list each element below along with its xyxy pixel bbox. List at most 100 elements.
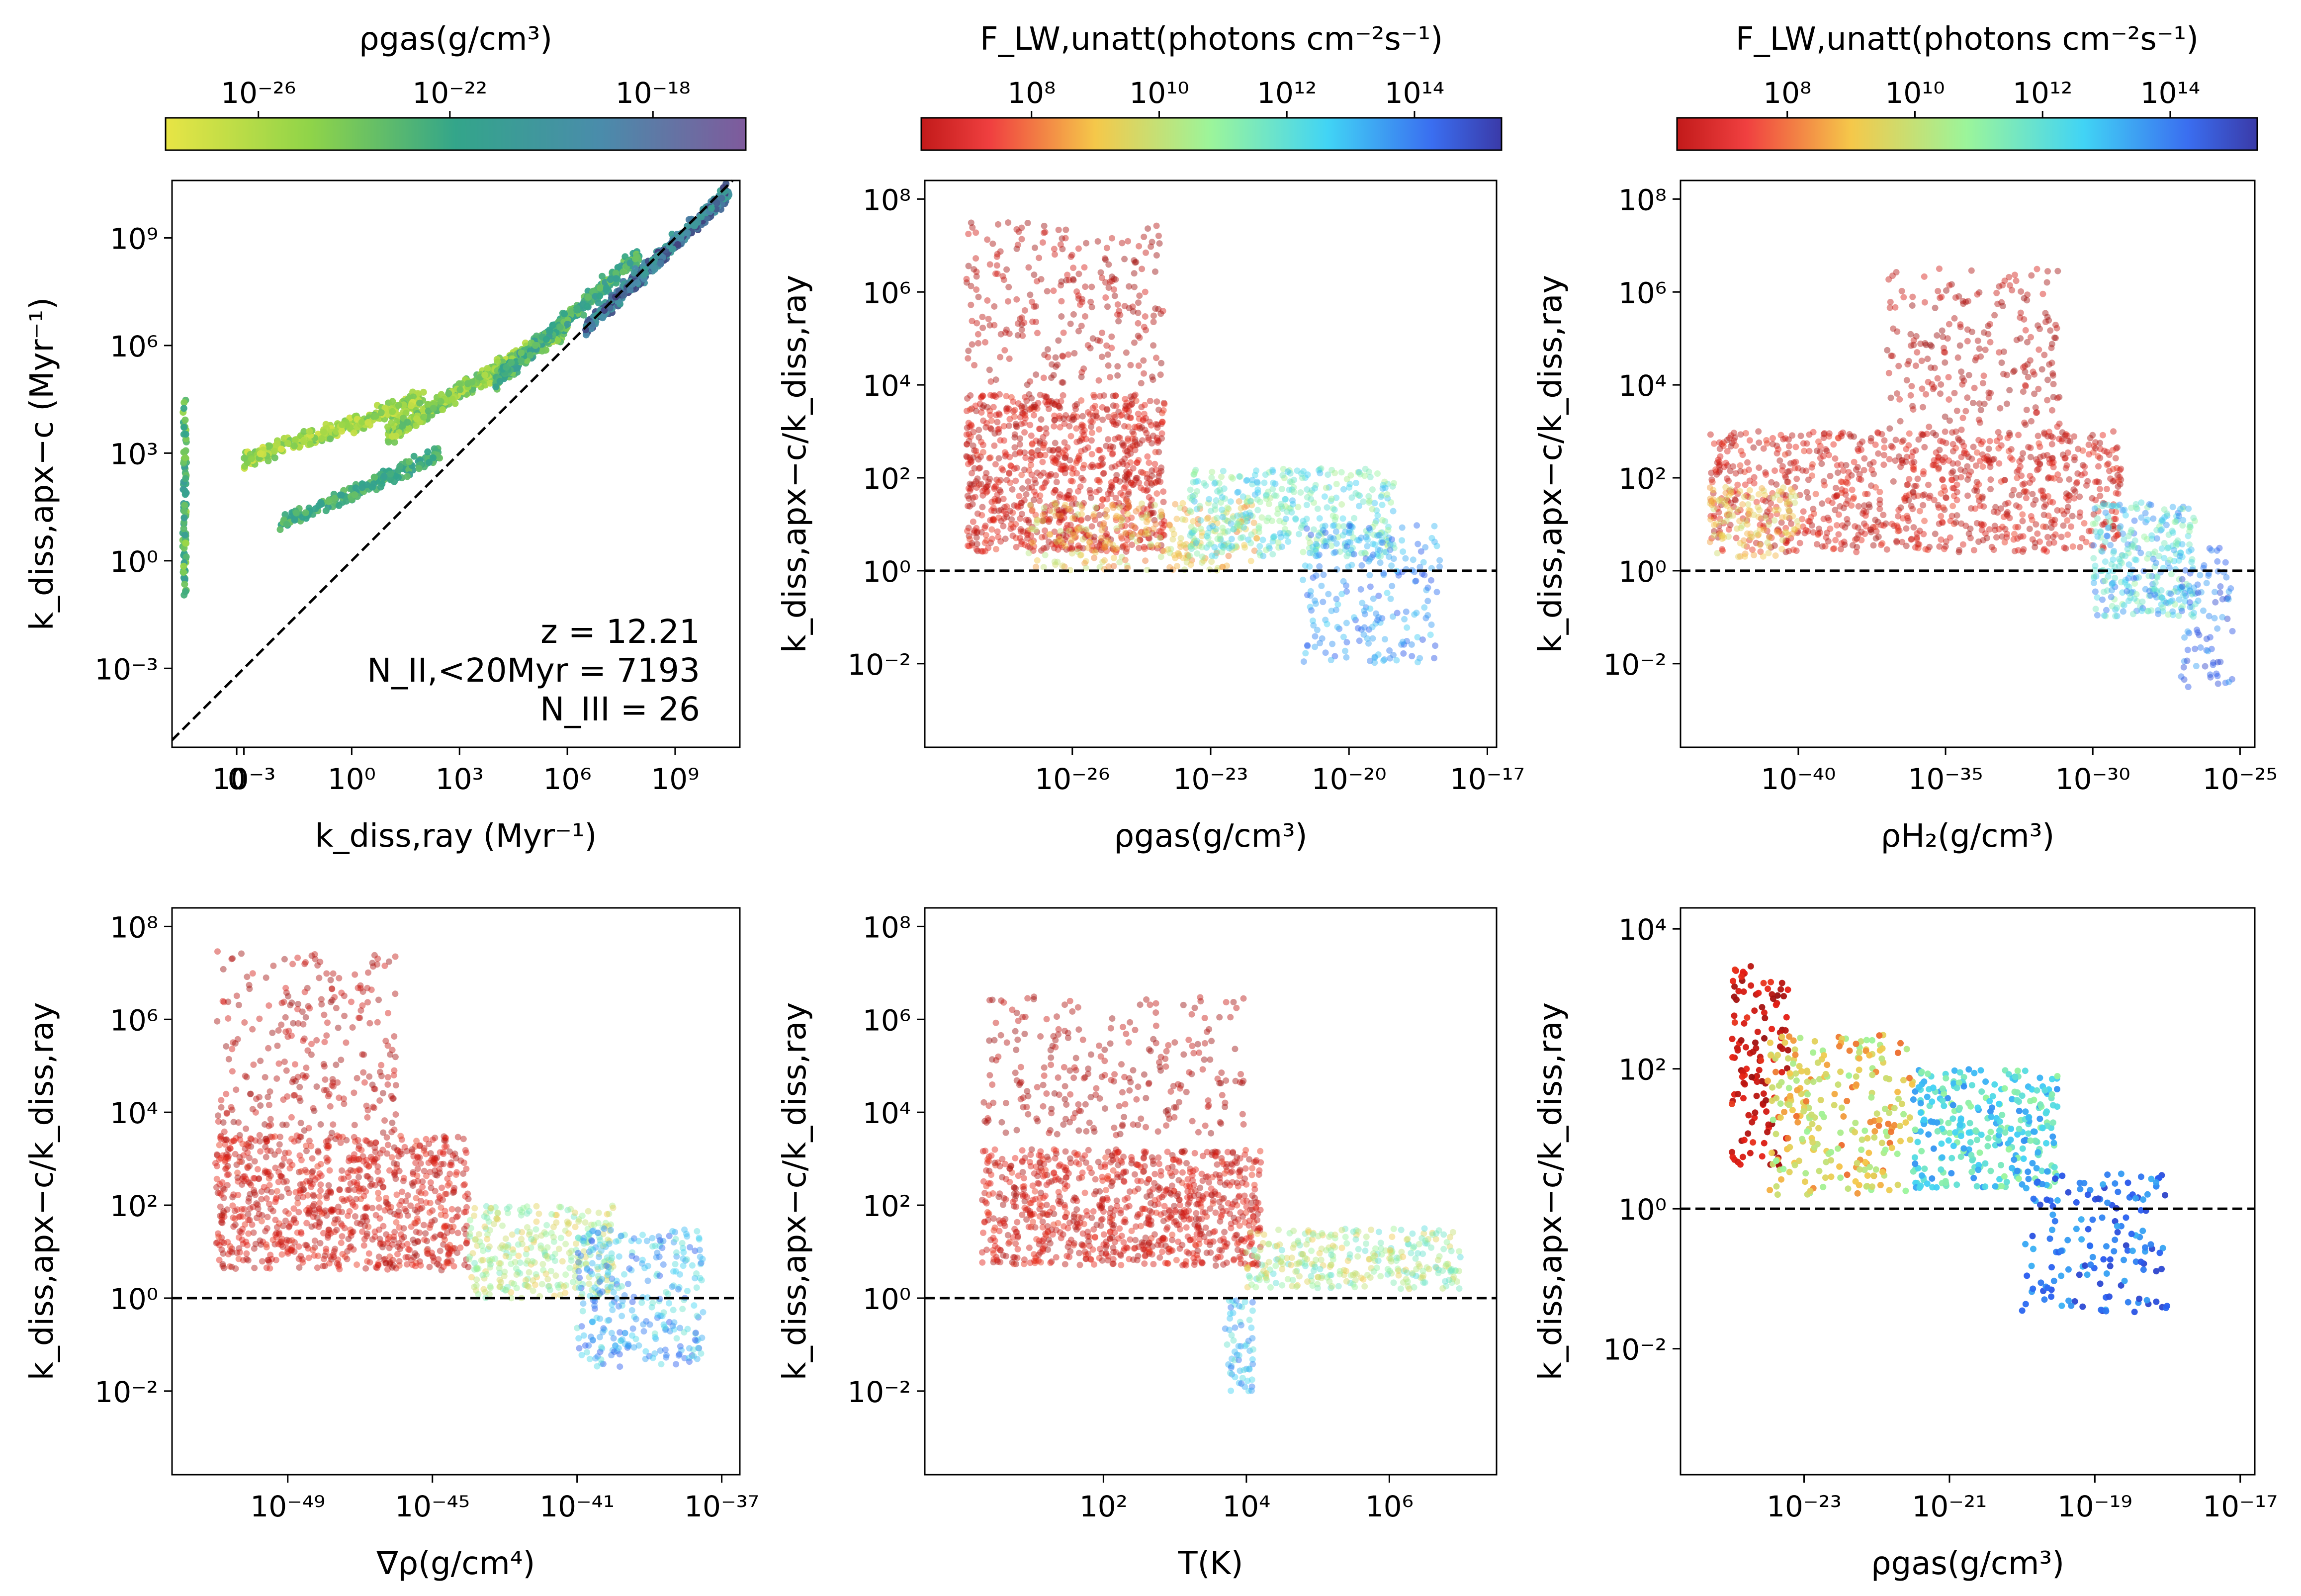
data-point (1197, 539, 1204, 546)
data-point (1124, 448, 1131, 455)
data-point (2089, 432, 2096, 439)
data-point (991, 430, 998, 437)
data-point (1843, 479, 1850, 486)
data-point (1834, 462, 1841, 469)
data-point (1196, 503, 1203, 510)
data-point (991, 496, 998, 503)
data-point (1934, 375, 1941, 382)
data-point (2074, 470, 2081, 477)
data-point (1077, 552, 1084, 559)
data-point (1224, 504, 1231, 511)
data-point (1345, 550, 1352, 557)
data-point (1129, 541, 1136, 548)
data-point (1052, 487, 1059, 494)
data-point (1024, 535, 1031, 542)
data-point (1054, 454, 1061, 461)
data-point (2034, 266, 2040, 272)
data-point (1230, 526, 1237, 532)
data-point (1823, 534, 1830, 541)
data-point (2013, 277, 2020, 284)
data-point (1060, 509, 1066, 516)
data-point (979, 548, 986, 555)
data-point (1090, 511, 1097, 518)
data-point (1094, 543, 1101, 550)
data-point (1979, 495, 1986, 502)
data-point (993, 476, 1000, 483)
data-point (1718, 495, 1725, 502)
data-point (1177, 540, 1184, 547)
data-point (1247, 498, 1254, 505)
data-point (1964, 463, 1971, 470)
data-point (1154, 545, 1161, 552)
data-point (1221, 540, 1228, 547)
data-point (1345, 538, 1352, 545)
data-point (1101, 544, 1108, 551)
y-tick-label: 10³ (110, 437, 158, 471)
data-point (1160, 400, 1167, 406)
data-point (1088, 429, 1095, 436)
data-point (1152, 466, 1159, 473)
data-point (1219, 506, 1225, 513)
data-point (1708, 476, 1715, 483)
data-point (1086, 487, 1093, 494)
data-point (1187, 543, 1194, 550)
data-point (1914, 541, 1921, 548)
data-point (1042, 480, 1049, 487)
data-point (1333, 481, 1340, 487)
data-point (1028, 404, 1035, 411)
data-point (1900, 294, 1907, 301)
data-point (1132, 442, 1139, 448)
data-point (364, 419, 372, 426)
data-point (2039, 487, 2046, 494)
data-point (1123, 530, 1130, 537)
data-point (1935, 464, 1942, 471)
data-point (1031, 412, 1037, 419)
data-point (1815, 530, 1822, 537)
data-point (966, 431, 973, 438)
data-point (1292, 516, 1299, 523)
data-point (1157, 534, 1164, 541)
data-point (966, 438, 973, 444)
data-point (1927, 492, 1934, 499)
data-point (1832, 536, 1839, 543)
data-point (2044, 493, 2051, 500)
data-point (1108, 333, 1115, 340)
data-point (1151, 502, 1158, 509)
data-point (1087, 418, 1094, 425)
data-point (1015, 228, 1022, 235)
data-point (1431, 523, 1438, 530)
data-point (1737, 462, 1744, 469)
data-point (2002, 501, 2009, 508)
data-point (1861, 455, 1868, 462)
data-point (982, 424, 989, 431)
data-point (1346, 530, 1352, 536)
data-point (1062, 542, 1068, 549)
data-point (1999, 524, 2006, 531)
data-point (1299, 474, 1306, 481)
data-point (1109, 482, 1116, 489)
data-point (1413, 577, 1419, 584)
colorbar-2: F_LW,unatt(photons cm⁻²s⁻¹)10⁸ 10¹⁰ 10¹² 10… (920, 21, 1503, 151)
data-point (983, 484, 990, 491)
data-point (257, 450, 264, 457)
data-point (2070, 486, 2077, 493)
data-point (1975, 437, 1982, 443)
data-point (1859, 510, 1866, 517)
data-point (1135, 456, 1142, 463)
data-point (1999, 533, 2006, 540)
data-point (292, 509, 300, 517)
data-point (1046, 538, 1052, 545)
data-point (1158, 528, 1165, 535)
data-point (1247, 512, 1254, 519)
data-point (1059, 462, 1066, 469)
data-point (1125, 490, 1132, 497)
data-point (1244, 498, 1251, 505)
data-point (1154, 421, 1161, 428)
data-point (426, 459, 433, 466)
data-point (1314, 505, 1321, 512)
data-point (2032, 544, 2038, 550)
data-point (1021, 541, 1028, 548)
data-point (1230, 526, 1237, 532)
data-point (2022, 368, 2029, 375)
data-point (1314, 542, 1321, 549)
